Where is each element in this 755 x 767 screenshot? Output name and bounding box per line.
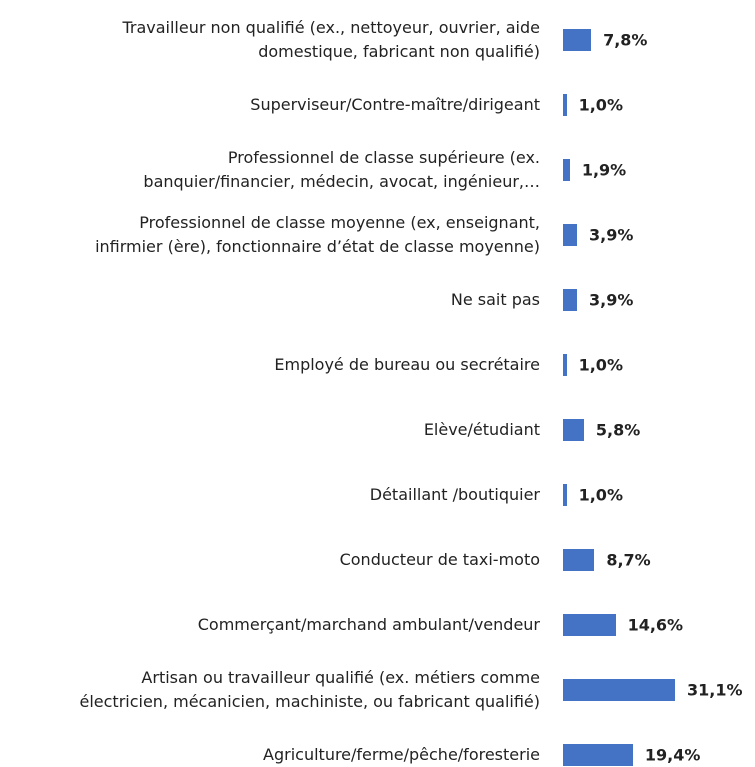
value-label: 1,9% xyxy=(581,160,627,180)
category-label: Superviseur/Contre-maître/dirigeant xyxy=(250,95,540,114)
bar xyxy=(563,224,578,246)
bar xyxy=(563,614,616,636)
category-label: Agriculture/ferme/pêche/foresterie xyxy=(263,745,540,764)
bar xyxy=(563,354,567,376)
category-label: Travailleur non qualifié (ex., nettoyeur… xyxy=(122,18,540,61)
value-label: 1,0% xyxy=(578,95,623,115)
bar xyxy=(563,289,578,311)
bar xyxy=(563,549,595,571)
bar xyxy=(563,744,633,766)
bar xyxy=(563,419,584,441)
value-label: 31,1% xyxy=(687,680,743,700)
value-label: 19,4% xyxy=(644,745,701,765)
category-label: Conducteur de taxi-moto xyxy=(339,550,540,569)
value-label: 3,9% xyxy=(589,290,634,310)
bar xyxy=(563,484,567,506)
category-label: Professionnel de classe supérieure (ex. … xyxy=(143,148,540,191)
bar xyxy=(563,679,675,701)
value-label: 1,0% xyxy=(578,485,623,505)
bar xyxy=(563,94,567,116)
category-label: Détaillant /boutiquier xyxy=(369,485,540,504)
value-label: 5,8% xyxy=(595,420,641,440)
bar xyxy=(563,29,592,51)
category-label: Employé de bureau ou secrétaire xyxy=(274,355,540,374)
value-label: 1,0% xyxy=(578,355,623,375)
category-label: Professionnel de classe moyenne (ex, ens… xyxy=(95,213,540,256)
value-label: 7,8% xyxy=(603,30,648,50)
category-label: Ne sait pas xyxy=(450,290,540,309)
category-label: Commerçant/marchand ambulant/vendeur xyxy=(197,615,540,634)
value-label: 14,6% xyxy=(627,615,684,635)
bar xyxy=(563,159,570,181)
category-label: Elève/étudiant xyxy=(423,420,540,439)
value-label: 8,7% xyxy=(606,550,651,570)
value-label: 3,9% xyxy=(589,225,634,245)
category-label: Artisan ou travailleur qualifié (ex. mét… xyxy=(79,668,540,711)
